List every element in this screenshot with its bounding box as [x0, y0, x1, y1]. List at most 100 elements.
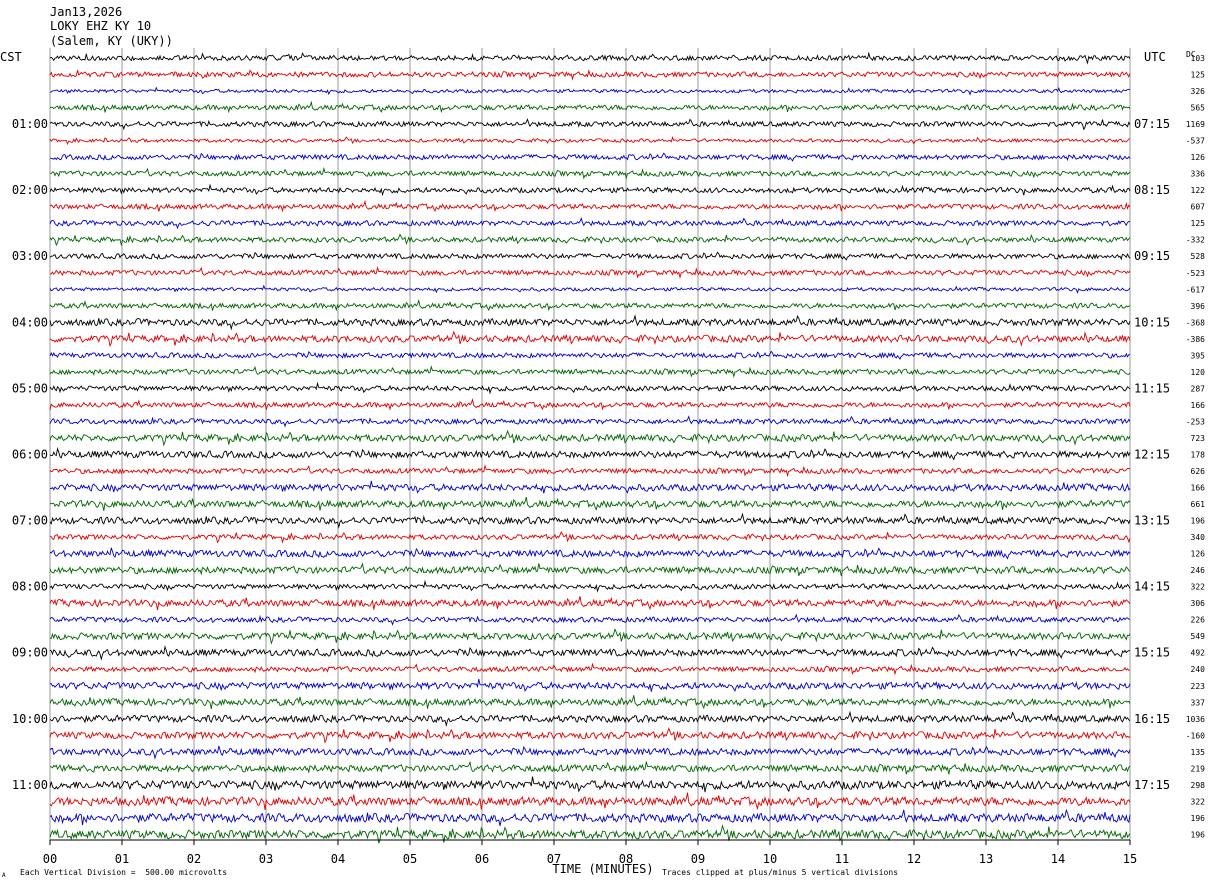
dc-offset-42: -160: [1186, 731, 1205, 740]
dc-offset-9: 122: [1191, 186, 1206, 195]
trace-41: [49, 710, 1131, 727]
dc-offset-22: 166: [1191, 401, 1206, 410]
cst-label-11:00: 11:00: [12, 778, 48, 792]
dc-offset-labels: 103 125 326 565 1169 -537 126 336 122 607 125 -332 5…: [1186, 54, 1205, 839]
dc-offset-46: 322: [1191, 797, 1206, 806]
x-tick-label-07: 07: [547, 852, 561, 866]
dc-offset-44: 219: [1191, 764, 1206, 773]
x-ticks: 00 01 02 03 04 05 06 07 08 09 10 11 12 13 14 15: [43, 840, 1137, 866]
utc-label-12:15: 12:15: [1134, 447, 1170, 461]
x-tick-label-11: 11: [835, 852, 849, 866]
trace-28: [49, 496, 1131, 511]
trace-22: [49, 398, 1131, 411]
trace-12: [49, 233, 1131, 247]
x-tick-label-15: 15: [1123, 852, 1137, 866]
dc-offset-5: 1169: [1186, 120, 1205, 129]
dc-offset-40: 337: [1191, 698, 1206, 707]
dc-offset-1: 103: [1191, 54, 1206, 63]
trace-32: [49, 562, 1131, 577]
trace-34: [49, 596, 1131, 611]
dc-offset-7: 126: [1191, 153, 1206, 162]
cst-time-labels: 01:00 02:00 03:00 04:00 05:00 06:00 07:00 08:00…: [12, 117, 48, 792]
dc-offset-32: 246: [1191, 566, 1206, 575]
utc-label-13:15: 13:15: [1134, 514, 1170, 528]
trace-7: [49, 152, 1131, 162]
trace-40: [49, 695, 1131, 710]
cst-label-08:00: 08:00: [12, 580, 48, 594]
x-tick-label-00: 00: [43, 852, 57, 866]
dc-offset-4: 565: [1191, 104, 1206, 113]
dc-offset-45: 298: [1191, 781, 1206, 790]
dc-offset-37: 492: [1191, 649, 1206, 658]
dc-offset-41: 1036: [1186, 715, 1205, 724]
dc-offset-48: 196: [1191, 830, 1206, 839]
trace-11: [49, 217, 1131, 230]
dc-offset-21: 287: [1191, 384, 1206, 393]
cst-label-03:00: 03:00: [12, 249, 48, 263]
trace-45: [49, 776, 1131, 793]
clip-note: Traces clipped at plus/minus 5 vertical …: [662, 868, 898, 877]
trace-44: [49, 760, 1131, 775]
trace-9: [49, 183, 1131, 197]
trace-27: [49, 480, 1131, 494]
trace-43: [49, 745, 1131, 760]
utc-label-10:15: 10:15: [1134, 315, 1170, 329]
trace-36: [49, 627, 1131, 645]
trace-18: [49, 330, 1131, 348]
x-tick-label-10: 10: [763, 852, 777, 866]
trace-47: [49, 808, 1131, 826]
utc-label-15:15: 15:15: [1134, 646, 1170, 660]
utc-label-11:15: 11:15: [1134, 381, 1170, 395]
dc-offset-43: 135: [1191, 748, 1206, 757]
header-station: LOKY EHZ KY 10: [50, 19, 152, 33]
cst-label-10:00: 10:00: [12, 712, 48, 726]
trace-37: [49, 645, 1131, 661]
x-tick-label-04: 04: [331, 852, 345, 866]
dc-offset-30: 340: [1191, 533, 1206, 542]
x-tick-label-13: 13: [979, 852, 993, 866]
dc-offset-24: 723: [1191, 434, 1206, 443]
x-tick-label-06: 06: [475, 852, 489, 866]
dc-axis-title: DC: [1186, 50, 1196, 59]
trace-16: [49, 298, 1131, 312]
dc-offset-12: -332: [1186, 236, 1205, 245]
trace-1: [49, 51, 1131, 65]
dc-offset-15: -617: [1186, 285, 1205, 294]
minute-gridlines: [49, 48, 1131, 840]
trace-8: [49, 166, 1131, 180]
cst-label-04:00: 04:00: [12, 315, 48, 329]
x-tick-label-12: 12: [907, 852, 921, 866]
trace-19: [49, 350, 1130, 361]
dc-offset-31: 126: [1191, 550, 1206, 559]
trace-15: [49, 284, 1131, 294]
cst-label-01:00: 01:00: [12, 117, 48, 131]
trace-46: [49, 792, 1131, 811]
dc-offset-28: 661: [1191, 500, 1206, 509]
x-tick-label-03: 03: [259, 852, 273, 866]
trace-17: [49, 314, 1131, 331]
dc-offset-34: 306: [1191, 599, 1206, 608]
x-tick-label-05: 05: [403, 852, 417, 866]
trace-35: [49, 613, 1131, 626]
dc-offset-25: 178: [1191, 450, 1206, 459]
x-tick-label-08: 08: [619, 852, 633, 866]
dc-offset-6: -537: [1186, 137, 1205, 146]
x-tick-label-09: 09: [691, 852, 705, 866]
trace-21: [49, 381, 1131, 395]
utc-axis-title: UTC: [1144, 50, 1166, 64]
dc-offset-20: 120: [1191, 368, 1206, 377]
cst-label-07:00: 07:00: [12, 514, 48, 528]
trace-20: [49, 365, 1131, 379]
dc-offset-33: 322: [1191, 583, 1206, 592]
dc-offset-13: 528: [1191, 252, 1206, 261]
trace-24: [49, 429, 1131, 447]
trace-38: [49, 662, 1131, 676]
trace-26: [49, 464, 1131, 478]
trace-23: [49, 415, 1131, 428]
dc-offset-47: 196: [1191, 814, 1206, 823]
cst-axis-title: CST: [0, 50, 22, 64]
utc-label-16:15: 16:15: [1134, 712, 1170, 726]
x-tick-label-01: 01: [115, 852, 129, 866]
dc-offset-3: 326: [1191, 87, 1206, 96]
header-date: Jan13,2026: [50, 5, 123, 19]
